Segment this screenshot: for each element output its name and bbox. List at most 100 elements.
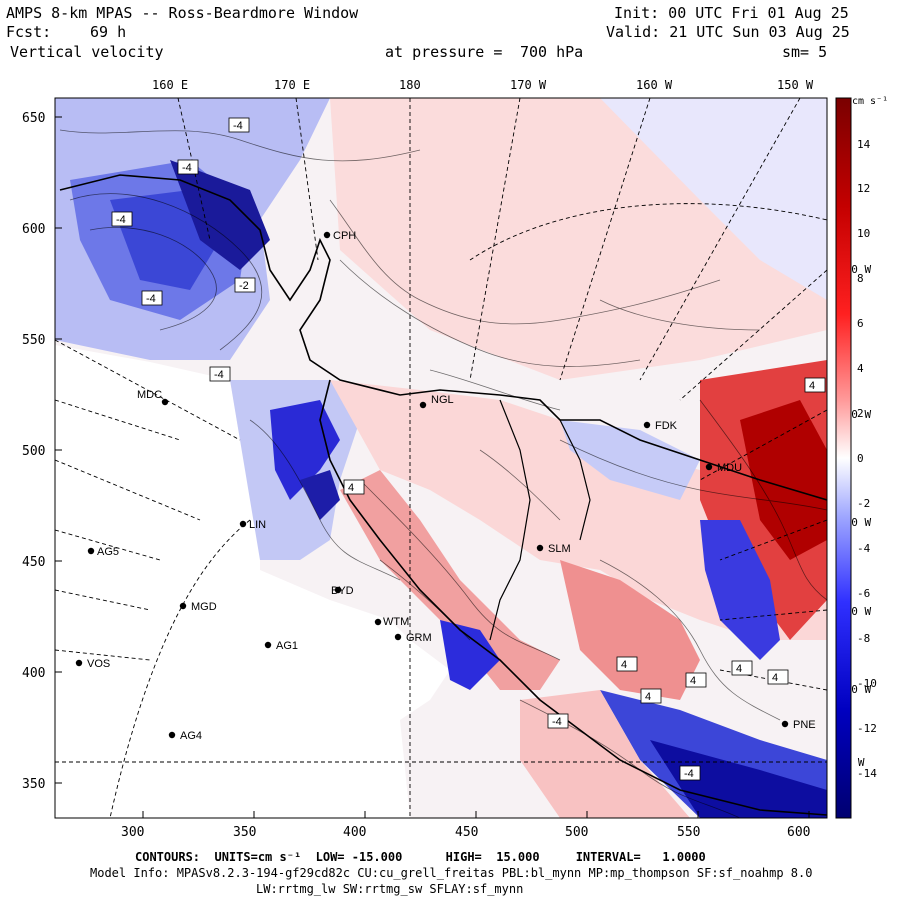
y-tick-label: 400 xyxy=(22,666,45,681)
contour-label: 4 xyxy=(809,380,815,392)
colorbar-tick-label: -10 xyxy=(857,677,877,690)
y-tick-label: 450 xyxy=(22,555,45,570)
x-tick-label: 550 xyxy=(677,825,700,840)
colorbar-unit: cm s⁻¹ xyxy=(852,96,888,107)
station-label: GRM xyxy=(406,632,432,644)
contour-label: 4 xyxy=(621,659,627,671)
station-dot-ag4 xyxy=(168,731,176,739)
station-label: LIN xyxy=(249,519,266,531)
colorbar-tick-label: -2 xyxy=(857,497,870,510)
pressure-value: 700 hPa xyxy=(520,43,584,61)
station-label: PNE xyxy=(793,719,816,731)
field-name: Vertical velocity xyxy=(10,43,164,61)
forecast-label: Fcst: xyxy=(6,23,52,41)
x-tick-label: 350 xyxy=(233,825,256,840)
colorbar-tick-label: 0 xyxy=(857,452,864,465)
colorbar-tick-label: 8 xyxy=(857,272,864,285)
contour-label: 4 xyxy=(736,663,742,675)
lon-label: 170 E xyxy=(274,78,310,92)
lon-label: 150 W xyxy=(777,78,814,92)
station-dot-mdc xyxy=(161,398,169,406)
colorbar-tick-label: 6 xyxy=(857,317,864,330)
station-label: MGD xyxy=(191,601,217,613)
station-dot-cph xyxy=(323,231,331,239)
y-axis-labels: 650 600 550 500 450 400 350 xyxy=(22,111,45,792)
contour-label: -4 xyxy=(233,120,243,132)
station-dot-vos xyxy=(75,659,83,667)
pressure-label: at pressure = xyxy=(385,43,503,61)
station-label: FDK xyxy=(655,420,678,432)
station-dot-fdk xyxy=(643,421,651,429)
colorbar-gradient xyxy=(835,97,852,819)
colorbar-tick-label: 10 xyxy=(857,227,870,240)
colorbar-tick-label: 12 xyxy=(857,182,870,195)
colorbar-tick-label: -12 xyxy=(857,722,877,735)
station-label: BYD xyxy=(331,585,354,597)
y-tick-label: 650 xyxy=(22,111,45,126)
station-label: SLM xyxy=(548,543,571,555)
station-dot-lin xyxy=(239,520,247,528)
map-frame xyxy=(54,97,828,819)
lon-label: 180 xyxy=(399,78,421,92)
colorbar-tick-label: -4 xyxy=(857,542,871,555)
station-label: AG4 xyxy=(180,730,202,742)
station-dot-byd xyxy=(334,586,342,594)
y-tick-label: 350 xyxy=(22,777,45,792)
station-dot-mdu xyxy=(705,463,713,471)
contour-label: 4 xyxy=(348,482,354,494)
colorbar-tick-label: -8 xyxy=(857,632,870,645)
station-dot-slm xyxy=(536,544,544,552)
valid-time: Valid: 21 UTC Sun 03 Aug 25 xyxy=(606,23,850,41)
x-tick-label: 500 xyxy=(565,825,588,840)
colorbar-tick-label: 4 xyxy=(857,362,864,375)
model-info-line2: LW:rrtmg_lw SW:rrtmg_sw SFLAY:sf_mynn xyxy=(256,882,524,896)
map-title: AMPS 8-km MPAS -- Ross-Beardmore Window xyxy=(6,4,359,22)
smoothing-label: sm= 5 xyxy=(782,43,828,61)
x-axis-labels: 300 350 400 450 500 550 600 xyxy=(121,825,810,840)
model-info: Model Info: MPASv8.2.3-194-gf29cd82c CU:… xyxy=(90,866,813,880)
station-label: AG1 xyxy=(276,640,298,652)
contour-label: -4 xyxy=(182,162,192,174)
contour-label: 4 xyxy=(645,691,651,703)
y-tick-label: 550 xyxy=(22,333,45,348)
map-panel: MDC NGL FDK MDU AG5 MGD AG1 VOS AG4 GRM … xyxy=(55,98,827,818)
contour-label: 4 xyxy=(772,672,778,684)
station-label: MDU xyxy=(717,462,742,474)
contour-label: -4 xyxy=(116,214,126,226)
station-label: MDC xyxy=(137,389,162,401)
colorbar-tick-label: -6 xyxy=(857,587,870,600)
x-tick-label: 600 xyxy=(787,825,810,840)
station-dot-ag5 xyxy=(87,547,95,555)
station-label: VOS xyxy=(87,658,110,670)
y-axis-ticks xyxy=(55,116,810,818)
y-tick-label: 500 xyxy=(22,444,45,459)
contour-labels: -4 -4 -2 -4 -4 4 -4 -4 4 4 4 -4 4 4 4 2 xyxy=(111,117,826,781)
colorbar-tick-label: 2 xyxy=(857,407,864,420)
colorbar-tick-label: 14 xyxy=(857,138,871,151)
contour-info: CONTOURS: UNITS=cm s⁻¹ LOW= -15.000 HIGH… xyxy=(135,850,706,864)
forecast-hour: 69 h xyxy=(90,23,127,41)
station-dot-mgd xyxy=(179,602,187,610)
station-dot-wtm xyxy=(374,618,382,626)
colorbar-tick-label: -14 xyxy=(857,767,877,780)
contour-label: -4 xyxy=(214,369,224,381)
contour-label: -2 xyxy=(239,280,249,292)
lon-label: 160 E xyxy=(152,78,188,92)
x-tick-label: 450 xyxy=(455,825,478,840)
station-dot-ag1 xyxy=(264,641,272,649)
station-label: CPH xyxy=(333,230,356,242)
station-dot-grm xyxy=(394,633,402,641)
contour-label: -4 xyxy=(684,768,694,780)
y-tick-label: 600 xyxy=(22,222,45,237)
contour-label: -4 xyxy=(552,716,562,728)
x-tick-label: 400 xyxy=(343,825,366,840)
lon-label: 170 W xyxy=(510,78,547,92)
contour-label: 4 xyxy=(690,675,696,687)
x-tick-label: 300 xyxy=(121,825,144,840)
init-time: Init: 00 UTC Fri 01 Aug 25 xyxy=(614,4,849,22)
station-markers xyxy=(75,231,789,739)
station-label: WTM xyxy=(383,616,409,628)
colorbar: cm s⁻¹ 14 12 10 8 6 4 2 0 -2 -4 -6 -8 -1… xyxy=(835,96,888,819)
lon-label: 160 W xyxy=(636,78,673,92)
